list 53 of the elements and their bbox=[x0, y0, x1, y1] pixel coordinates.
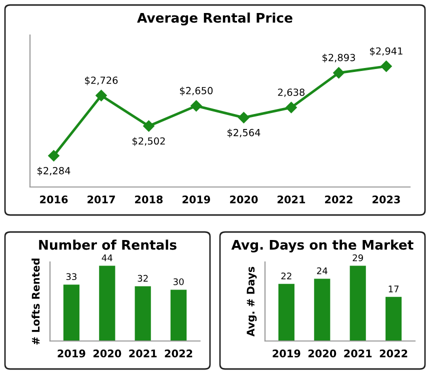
x-tick-label: 2021 bbox=[129, 350, 157, 358]
bar bbox=[386, 296, 402, 341]
x-tick-label: 2020 bbox=[230, 196, 258, 204]
bar bbox=[134, 286, 151, 341]
x-tick-label: 2020 bbox=[93, 350, 122, 358]
data-label: $2,650 bbox=[180, 86, 213, 96]
y-axis-title: # Lofts Rented bbox=[32, 258, 40, 345]
point bbox=[190, 100, 202, 112]
data-label: $2,284 bbox=[38, 166, 70, 176]
y-axis-title: Avg. # Days bbox=[246, 266, 257, 337]
bar bbox=[278, 284, 294, 341]
point bbox=[143, 120, 154, 132]
data-label: 33 bbox=[66, 273, 76, 280]
x-tick-label: 2021 bbox=[278, 196, 306, 204]
x-tick-label: 2022 bbox=[325, 196, 352, 204]
point bbox=[238, 112, 250, 124]
x-tick-label: 2022 bbox=[164, 350, 192, 358]
x-tick-label: 2017 bbox=[88, 196, 115, 204]
data-label: $2,564 bbox=[228, 128, 260, 138]
bar bbox=[170, 290, 187, 341]
data-label: 44 bbox=[102, 254, 112, 262]
x-tick-label: 2023 bbox=[372, 196, 400, 204]
bar bbox=[63, 284, 80, 341]
chart-title: Number of Rentals bbox=[39, 240, 176, 250]
point bbox=[96, 90, 107, 102]
chart-title: Avg. Days on the Market bbox=[231, 240, 414, 252]
data-label: 22 bbox=[281, 272, 292, 280]
x-tick-label: 2016 bbox=[40, 196, 68, 204]
x-tick-label: 2019 bbox=[272, 350, 300, 358]
data-label: 29 bbox=[352, 254, 363, 262]
x-tick-label: 2022 bbox=[380, 350, 408, 358]
point bbox=[380, 60, 392, 72]
data-label: $2,502 bbox=[132, 137, 165, 146]
chart-title: Average Rental Price bbox=[137, 12, 292, 26]
x-tick-label: 2018 bbox=[135, 196, 163, 204]
data-label: 32 bbox=[138, 274, 148, 282]
data-label: $2,726 bbox=[85, 76, 118, 86]
x-tick-label: 2019 bbox=[58, 350, 86, 358]
point bbox=[286, 102, 297, 114]
data-label: $2,941 bbox=[370, 47, 402, 56]
point bbox=[333, 67, 344, 78]
x-tick-label: 2020 bbox=[308, 350, 336, 358]
data-label: $2,893 bbox=[322, 54, 355, 63]
x-tick-label: 2021 bbox=[344, 350, 372, 358]
bar bbox=[350, 266, 366, 341]
bar bbox=[314, 278, 330, 341]
bar bbox=[99, 266, 116, 341]
data-label: 24 bbox=[317, 267, 328, 274]
point bbox=[48, 150, 60, 162]
data-label: 17 bbox=[388, 286, 399, 292]
x-tick-label: 2019 bbox=[182, 196, 210, 204]
data-label: 30 bbox=[174, 278, 184, 286]
data-label: 2,638 bbox=[278, 88, 304, 97]
